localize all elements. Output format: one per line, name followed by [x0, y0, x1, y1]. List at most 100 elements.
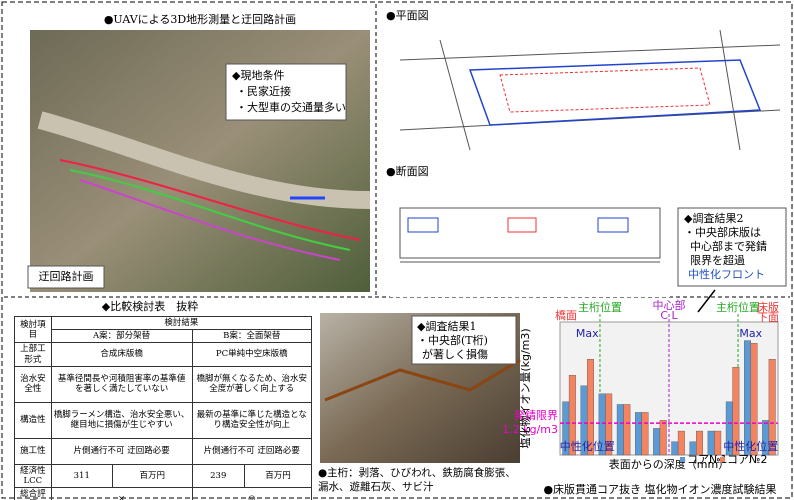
neutral-label: 中性化位置 — [560, 439, 615, 453]
cell: 311 — [50, 463, 113, 489]
section-title: ●断面図 — [386, 164, 429, 178]
marker-label: 橋面 — [555, 308, 577, 322]
bar — [616, 404, 624, 456]
callout-line: 限界を超過 — [690, 253, 745, 267]
route — [59, 159, 361, 241]
header-cell: 検討項目 — [14, 315, 52, 344]
marker-label: C L — [660, 309, 678, 322]
cell: 最新の基準に準じた構造となり構造安全性が向上 — [191, 401, 313, 439]
cell: ◎ — [191, 487, 313, 500]
bar — [659, 420, 667, 456]
callout — [677, 207, 787, 287]
route-label: 迂回路計画 — [39, 269, 94, 283]
cell: 239 — [191, 463, 245, 489]
plan-drawing — [390, 25, 788, 155]
cell: 片側通行不可 迂回路必要 — [50, 437, 193, 465]
cell: 合成床版橋 — [50, 342, 193, 367]
bar — [623, 404, 631, 456]
max-label: Max — [739, 327, 762, 340]
legend-label: コア№1 — [687, 453, 727, 466]
threshold-value: 1.2 kg/m3 — [502, 423, 558, 436]
bar — [671, 441, 679, 456]
chart-caption: ●床版貫通コア抜き 塩化物イオン濃度試験結果 — [543, 482, 776, 496]
callout-line: ・中央部床版は — [684, 225, 761, 239]
cell: 片側通行不可 迂回路必要 — [191, 437, 313, 465]
legend-swatch — [680, 457, 685, 462]
marker-label: 中心部 — [653, 298, 686, 312]
bar — [707, 430, 715, 456]
bar — [605, 393, 613, 456]
section-part — [507, 217, 537, 233]
arrow — [697, 289, 716, 313]
bar — [714, 430, 722, 456]
section-part — [597, 217, 629, 233]
comparison-table: 検討項目 検討結果 A案：部分架替 B案：全面架替 上部工形式 合成床版橋 PC単純中空… — [14, 315, 313, 500]
header-cell: B案：全面架替 — [191, 329, 313, 344]
callout-item: ・大型車の交通量多い — [236, 100, 346, 114]
threshold-label: 発錆限界 — [514, 408, 558, 422]
legend-swatch — [720, 457, 725, 462]
uav-title: ●UAVによる3D地形測量と迂回路計画 — [104, 12, 296, 26]
bar — [568, 375, 576, 456]
marker-label: 主桁位置 — [578, 300, 622, 314]
row-label: 施工性 — [14, 437, 52, 465]
callout-heading: ◆調査結果1 — [417, 319, 476, 333]
row-label: 経済性LCC — [14, 463, 52, 489]
callout-highlight: 中性化フロント — [688, 267, 765, 281]
section-drawing — [390, 182, 670, 297]
row-label: 総合評価 — [14, 487, 52, 500]
bar — [732, 367, 740, 456]
callout-line: ・中央部(T桁) — [417, 333, 488, 347]
girder-caption: ●主桁：剥落、ひびわれ、鉄筋腐食膨張、漏水、遊離石灰、サビ汁 — [318, 467, 516, 493]
header-cell: 検討結果 — [50, 315, 313, 331]
route — [79, 179, 341, 261]
neutral-label: 中性化位置 — [723, 439, 778, 453]
bar — [744, 340, 751, 456]
callout-item: ・民家近接 — [236, 84, 291, 98]
bar — [696, 430, 703, 456]
x-axis-label: 表面からの深度（mm） — [609, 457, 729, 471]
cell: 橋脚ラーメン構造、治水安全悪い、継目地に損傷が生じやすい — [50, 401, 193, 439]
y-axis-label: 塩化物イオン量(kg/m3) — [518, 328, 532, 448]
row-label: 治水安全性 — [14, 365, 52, 403]
callout — [225, 63, 347, 121]
callout — [411, 315, 517, 365]
plan-bridge — [499, 67, 711, 113]
cell: 橋脚が無くなるため、治水安全度が著しく向上する — [191, 365, 313, 403]
header-cell: A案：部分架替 — [50, 329, 193, 344]
callout-heading: ◆現地条件 — [232, 68, 284, 82]
cell: × — [50, 487, 193, 500]
plan-bridge — [468, 59, 762, 126]
marker-label: 床版 — [757, 300, 779, 314]
bar — [635, 412, 642, 456]
route-label-box — [27, 265, 105, 289]
table-title: ◆比較検討表 抜粋 — [102, 299, 198, 313]
crack — [324, 358, 521, 402]
bar — [641, 412, 649, 456]
row-label: 構造性 — [14, 401, 52, 439]
max-label: Max — [576, 327, 599, 340]
legend-label: コア№2 — [727, 453, 767, 466]
route — [69, 169, 351, 251]
bar — [768, 359, 776, 456]
caption-box: ●主桁：剥落、ひびわれ、鉄筋腐食膨張、漏水、遊離石灰、サビ汁 — [318, 467, 516, 493]
cell: 基準径間長や河積阻害率の基準値を著しく満たしていない — [50, 365, 193, 403]
bar — [677, 430, 685, 456]
marker-label: 主桁位置 — [716, 300, 760, 314]
cell: PC単純中空床版橋 — [191, 342, 313, 367]
plan-title: ●平面図 — [386, 9, 429, 22]
bar — [750, 343, 758, 456]
row-label: 上部工形式 — [14, 342, 52, 367]
callout-line: が著しく損傷 — [422, 347, 488, 361]
section-part — [407, 217, 439, 233]
section-outline — [399, 207, 661, 259]
bar — [653, 428, 661, 456]
bar — [587, 359, 594, 456]
cell: 百万円 — [111, 463, 193, 489]
callout-line: 中心部まで発錆 — [690, 239, 767, 253]
cell: 百万円 — [243, 463, 313, 489]
marker-label: 下面 — [757, 311, 779, 324]
